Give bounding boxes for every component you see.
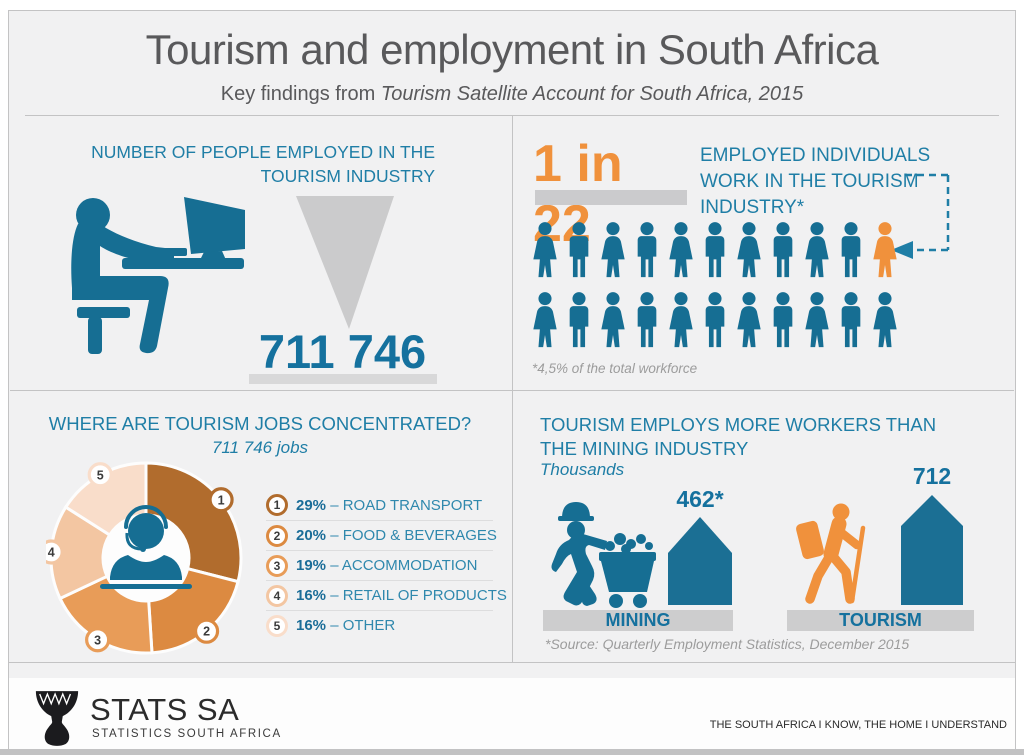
mining-category-label: MINING [543,610,733,631]
person-male-icon [705,222,725,278]
donut-legend: 1 29% – ROAD TRANSPORT 2 20% – FOOD & BEVER… [266,490,507,640]
svg-text:5: 5 [97,468,104,482]
comparison-heading: TOURISM EMPLOYS MORE WORKERS THAN THE MIN… [540,414,937,459]
page-subtitle: Key findings from Tourism Satellite Acco… [0,83,1024,106]
person-female-icon [533,222,557,278]
subtitle-report-name: Tourism Satellite Account for South Afri… [380,83,804,105]
svg-text:1: 1 [218,493,225,507]
person-male-icon [569,292,589,348]
employment-value: 711 746 [258,325,427,378]
concentration-subheading: 711 746 jobs [211,438,309,457]
legend-badge-4: 4 [266,584,288,607]
donut-badge-2 [193,618,220,644]
divider-footer [9,662,1015,663]
donut-segment-1 [144,461,243,584]
person-male-icon [773,292,793,348]
svg-text:2: 2 [203,625,210,639]
footer-logo-title: STATS SA [90,692,240,727]
person-male-icon [705,292,725,348]
people-pictograph-row-1 [531,220,899,282]
person-male-icon [569,222,589,278]
funnel-arrow-icon [296,196,394,329]
stats-sa-drum-logo-icon [35,691,79,746]
legend-percent: 16% [296,587,327,604]
page-title: Tourism and employment in South Africa [145,26,879,73]
miner-with-cart-icon [551,502,656,608]
bottom-edge-strip [0,749,1024,755]
person-male-icon [637,222,657,278]
footer-band [9,678,1015,749]
donut-badge-1 [208,487,234,513]
person-female-icon [533,292,557,348]
person-female-icon [737,292,761,348]
legend-percent: 29% [296,496,327,514]
legend-label: – RETAIL OF PRODUCTS [326,587,507,604]
person-female-icon [805,292,829,348]
legend-percent: 20% [296,527,327,544]
legend-badge-3: 3 [266,554,288,577]
subtitle-prefix: Key findings from [220,83,381,105]
concentration-heading: WHERE ARE TOURISM JOBS CONCENTRATED? [48,413,472,434]
comparison-source-note: *Source: Quarterly Employment Statistics… [545,636,910,652]
footer-logo-subtitle: STATISTICS SOUTH AFRICA [92,728,282,740]
person-male-icon [773,222,793,278]
legend-row-2: 2 20% – FOOD & BEVERAGES [266,520,497,550]
person-female-icon-highlighted [873,222,897,278]
dashed-pointer-arrow-icon [891,173,950,259]
legend-label: – ROAD TRANSPORT [326,496,483,514]
legend-label: – OTHER [326,617,396,634]
person-female-icon [669,222,693,278]
people-pictograph-row-2 [531,290,899,352]
legend-row-5: 5 16% – OTHER [266,610,493,640]
hiker-icon [796,503,866,604]
svg-text:3: 3 [94,633,101,647]
person-female-icon [873,292,897,348]
ratio-heading: EMPLOYED INDIVIDUALS WORK IN THE TOURISM I… [700,145,931,218]
ratio-underline-bar [535,190,687,205]
person-female-icon [737,222,761,278]
footer-slogan: THE SOUTH AFRICA I KNOW, THE HOME I UNDE… [709,719,1007,731]
person-male-icon [841,222,861,278]
comparison-unit-label: Thousands [540,460,625,479]
person-female-icon [669,292,693,348]
donut-badge-5 [87,462,113,488]
call-centre-agent-icon [100,505,192,589]
mining-value-label: 462* [676,486,724,512]
employment-heading: NUMBER OF PEOPLE EMPLOYED IN THE TOURISM … [91,142,435,186]
legend-label: – ACCOMMODATION [326,557,478,574]
divider-header [25,115,999,116]
person-female-icon [601,292,625,348]
legend-percent: 19% [296,557,327,574]
legend-percent: 16% [296,617,327,634]
legend-row-1: 1 29% – ROAD TRANSPORT [266,490,493,520]
tourism-value-label: 712 [912,463,952,489]
person-male-icon [841,292,861,348]
donut-badge-4 [46,539,64,565]
tourism-category-label: TOURISM [787,610,974,631]
legend-row-4: 4 16% – RETAIL OF PRODUCTS [266,580,507,610]
employment-underline-bar [249,374,437,384]
donut-badge-3 [85,627,111,653]
person-female-icon [805,222,829,278]
legend-badge-2: 2 [266,524,288,547]
svg-text:4: 4 [48,546,55,560]
ratio-footnote: *4,5% of the total workforce [532,361,698,376]
jobs-donut-chart: 1 2 3 4 5 [46,461,243,655]
tourism-pentagon-bar [901,495,963,605]
legend-row-3: 3 19% – ACCOMMODATION [266,550,493,580]
divider-vertical [512,116,513,662]
mining-pentagon-bar [668,517,732,605]
donut-segment-5 [63,461,148,538]
legend-badge-5: 5 [266,614,288,637]
legend-badge-1: 1 [266,494,288,516]
legend-label: – FOOD & BEVERAGES [326,527,497,544]
person-male-icon [637,292,657,348]
person-female-icon [601,222,625,278]
donut-segment-2 [147,566,240,655]
person-at-computer-icon [71,197,245,354]
